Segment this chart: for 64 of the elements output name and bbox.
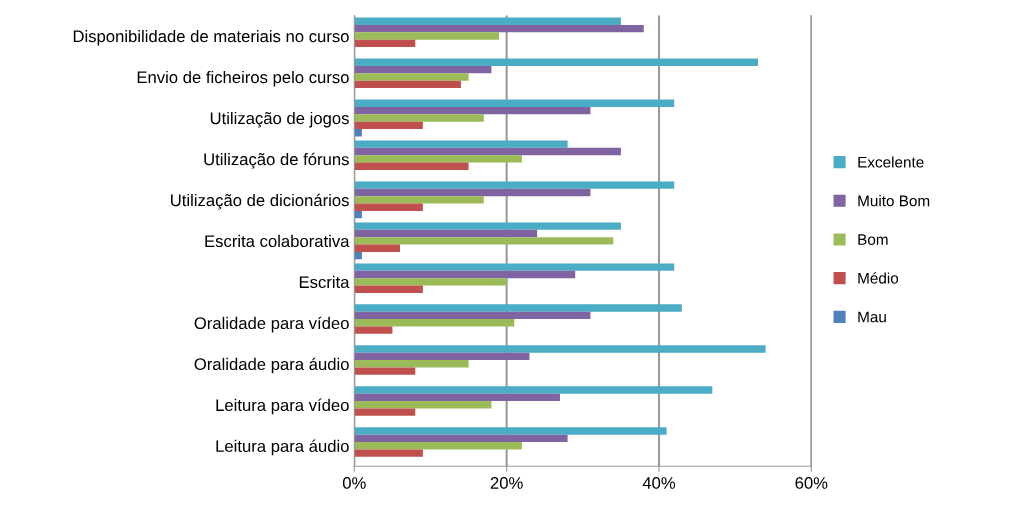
- bar: [354, 442, 522, 450]
- y-tick-label: Leitura para vídeo: [216, 398, 349, 415]
- legend-label: Muito Bom: [858, 195, 930, 207]
- bar: [354, 319, 515, 327]
- bar: [354, 121, 423, 130]
- y-tick-label: Disponibilidade de materiais no curso: [73, 29, 349, 46]
- bar: [354, 367, 416, 375]
- bar: [354, 278, 507, 286]
- bar: [354, 32, 500, 40]
- bar: [354, 58, 759, 66]
- bar: [354, 99, 675, 107]
- bar: [354, 39, 416, 48]
- x-tick-label: 60%: [795, 477, 828, 489]
- bar: [354, 326, 393, 334]
- bar: [354, 229, 538, 238]
- bar: [354, 237, 614, 245]
- bar: [354, 427, 667, 435]
- x-tick-label: 20%: [490, 477, 523, 489]
- x-tick-label: 0%: [342, 477, 366, 489]
- bar: [354, 65, 492, 74]
- bar: [354, 106, 591, 115]
- legend-label: Bom: [858, 234, 888, 245]
- bar: [354, 311, 591, 320]
- bar: [354, 147, 621, 156]
- y-tick-label: Escrita colaborativa: [205, 234, 350, 248]
- bar: [354, 434, 568, 443]
- bar: [354, 162, 469, 170]
- bar: [354, 393, 560, 402]
- bar: [354, 408, 416, 416]
- bar: [354, 73, 469, 81]
- bar: [354, 345, 766, 353]
- bar: [354, 155, 522, 163]
- y-tick-label: Oralidade para áudio: [194, 357, 349, 374]
- legend-label: Mau: [858, 311, 886, 323]
- bar: [354, 244, 401, 252]
- x-tick-label: 40%: [642, 477, 676, 489]
- bar: [354, 222, 621, 230]
- y-tick-label: Utilização de dicionários: [171, 193, 349, 210]
- bar: [354, 263, 675, 271]
- bar: [354, 352, 530, 361]
- bar: [354, 24, 644, 33]
- bar: [354, 449, 423, 457]
- y-tick-label: Oralidade para vídeo: [194, 316, 349, 333]
- bar: [354, 360, 469, 368]
- bar: [354, 203, 423, 211]
- legend-label: Excelente: [858, 156, 924, 168]
- bar: [354, 80, 461, 89]
- y-tick-label: Utilização de fóruns: [204, 152, 349, 169]
- y-tick-label: Escrita: [299, 275, 350, 289]
- legend-label: Médio: [858, 272, 899, 284]
- bar: [354, 285, 423, 293]
- bar: [354, 181, 675, 189]
- bar: [354, 386, 713, 394]
- y-tick-label: Leitura para áudio: [216, 439, 349, 456]
- y-tick-label: Envio de ficheiros pelo curso: [137, 70, 349, 87]
- bar: [354, 188, 591, 197]
- bar: [354, 114, 484, 122]
- bar: [354, 17, 621, 25]
- y-tick-label: Utilização de jogos: [210, 111, 349, 128]
- bar: [354, 401, 492, 409]
- bar: [354, 270, 576, 279]
- bar: [354, 304, 682, 312]
- bar: [354, 140, 568, 148]
- bar: [354, 196, 484, 204]
